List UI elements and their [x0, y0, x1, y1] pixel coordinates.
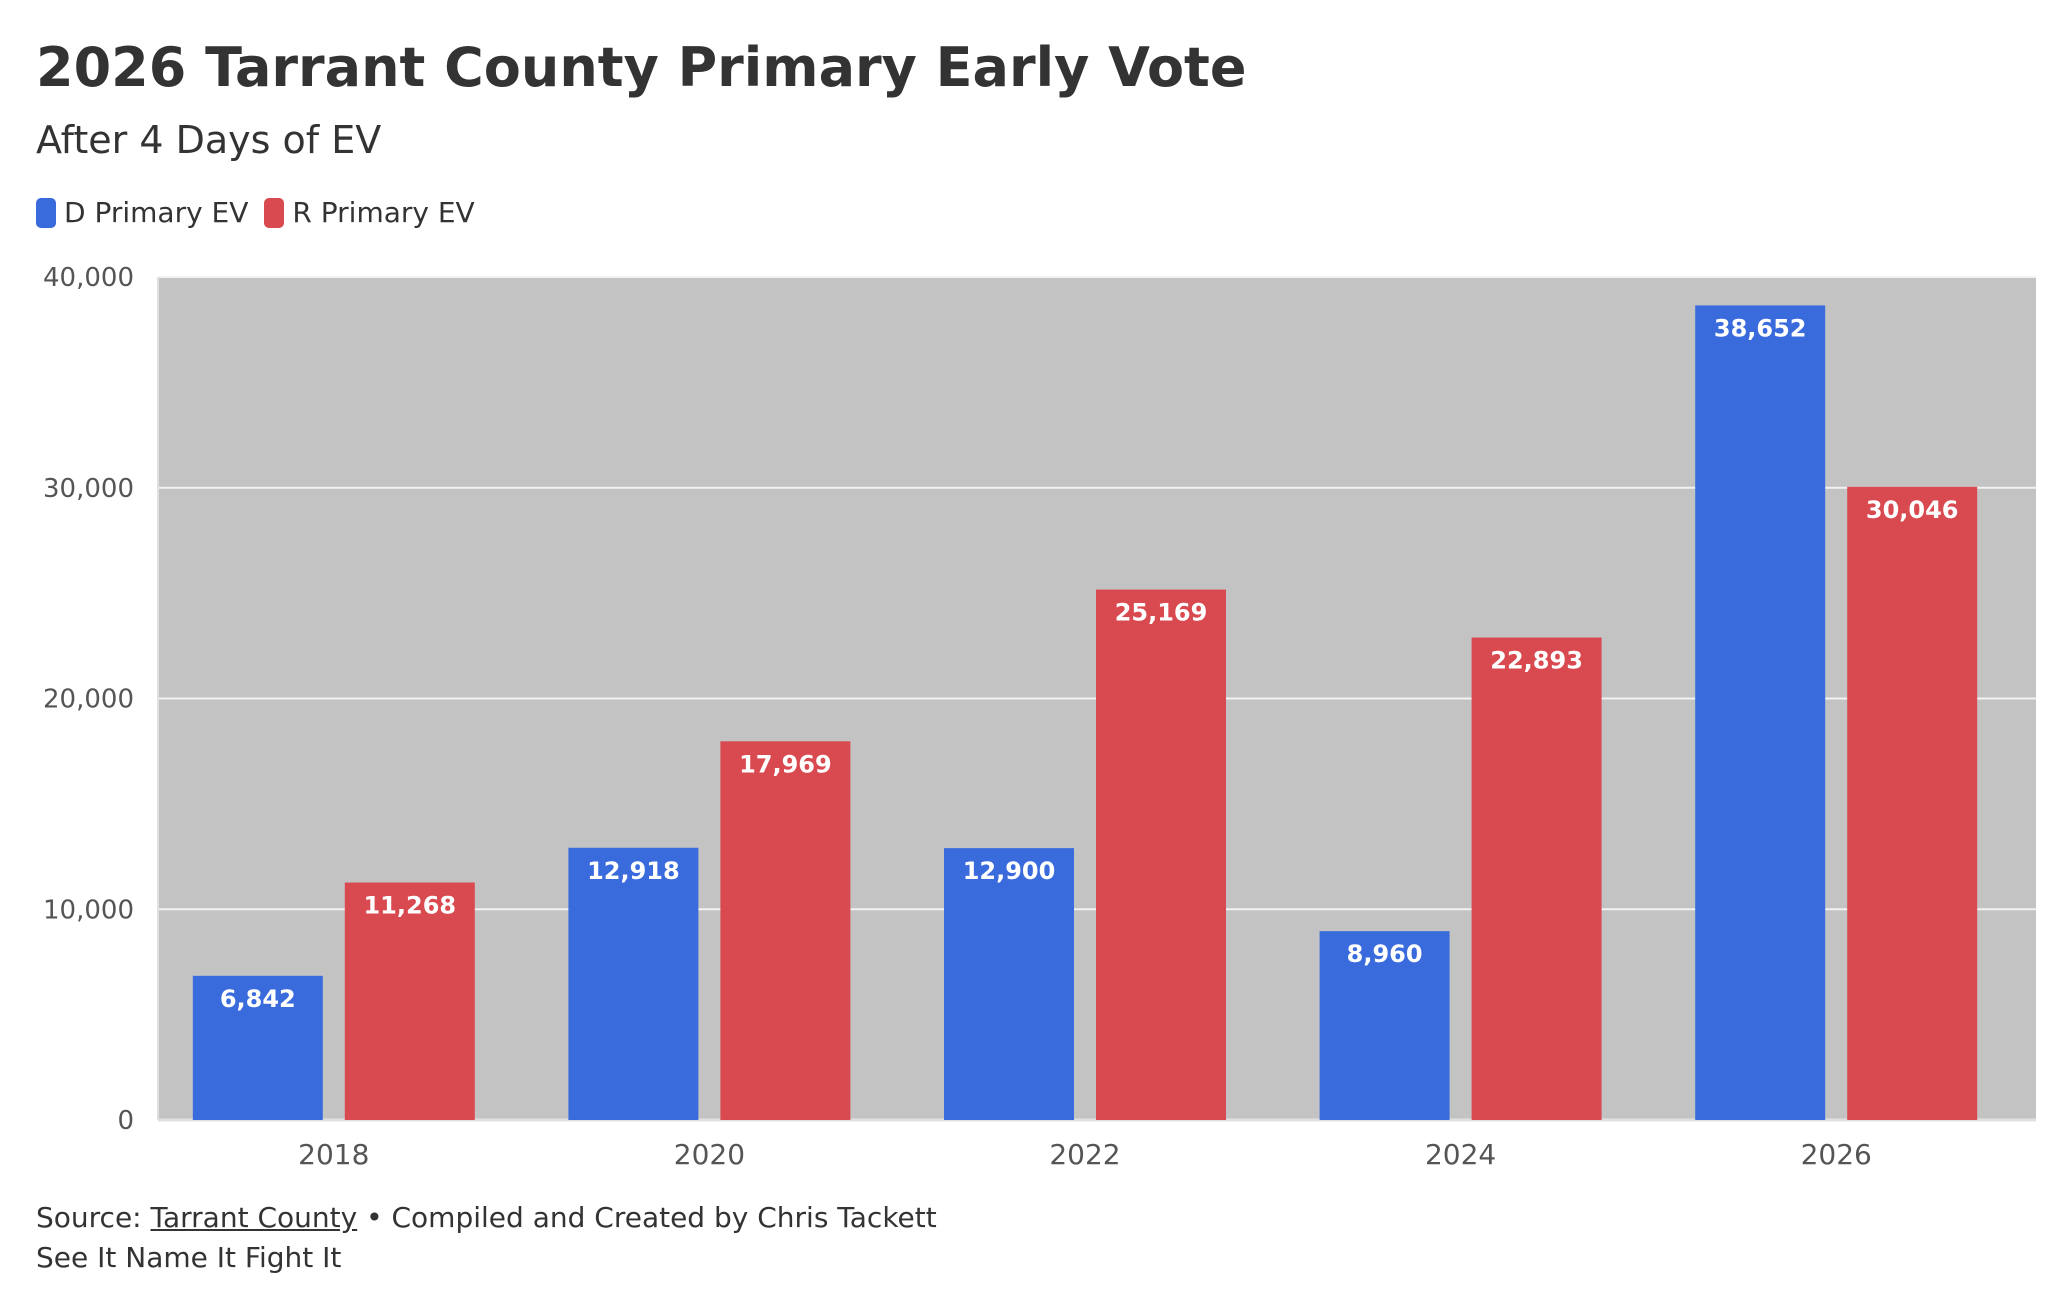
legend-label-r: R Primary EV — [292, 196, 475, 229]
legend-swatch-d — [36, 197, 56, 228]
legend-item-r[interactable]: R Primary EV — [264, 196, 475, 229]
bar-chart: 0 10,000 20,000 30,000 40,000 6,842 11,268 2018… — [43, 263, 2036, 1170]
data-label: 25,169 — [1115, 599, 1208, 627]
bar-d-2022 — [944, 848, 1074, 1120]
x-tick-label: 2026 — [1801, 1138, 1872, 1170]
credit-text: • Compiled and Created by Chris Tackett — [357, 1201, 937, 1234]
data-label: 11,268 — [363, 892, 456, 920]
tagline: See It Name It Fight It — [36, 1241, 342, 1274]
data-label: 30,046 — [1866, 496, 1959, 524]
x-tick-label: 2018 — [298, 1138, 369, 1170]
y-tick-label: 20,000 — [43, 685, 134, 715]
bar-d-2020 — [568, 847, 699, 1120]
chart-title: 2026 Tarrant County Primary Early Vote — [36, 36, 1247, 99]
bar-d-2024 — [1319, 931, 1450, 1120]
chart-subtitle: After 4 Days of EV — [36, 118, 382, 162]
source-link[interactable]: Tarrant County — [150, 1201, 358, 1234]
y-tick-label: 0 — [117, 1106, 134, 1136]
legend-item-d[interactable]: D Primary EV — [36, 196, 248, 229]
bar-r-2020 — [720, 741, 851, 1120]
data-label: 22,893 — [1490, 647, 1583, 675]
x-tick-label: 2022 — [1049, 1138, 1120, 1170]
data-label: 8,960 — [1347, 940, 1423, 968]
bar-r-2022 — [1096, 589, 1226, 1120]
y-tick-label: 40,000 — [43, 263, 134, 293]
legend: D Primary EV R Primary EV — [36, 196, 491, 229]
data-label: 6,842 — [220, 985, 296, 1013]
bar-r-2024 — [1471, 637, 1602, 1120]
x-tick-label: 2024 — [1425, 1138, 1496, 1170]
bar-r-2018 — [344, 882, 475, 1120]
legend-swatch-r — [264, 197, 285, 228]
x-tick-label: 2020 — [674, 1138, 745, 1170]
legend-label-d: D Primary EV — [64, 196, 249, 229]
y-tick-label: 10,000 — [43, 895, 134, 925]
footer: Source: Tarrant County • Compiled and Cr… — [36, 1198, 937, 1278]
bar-d-2026 — [1695, 305, 1826, 1121]
bar-r-2026 — [1847, 486, 1978, 1121]
bar-d-2018 — [192, 975, 323, 1120]
data-label: 17,969 — [739, 750, 832, 778]
source-line: Source: Tarrant County • Compiled and Cr… — [36, 1198, 937, 1238]
source-prefix: Source: — [36, 1201, 151, 1234]
data-label: 12,900 — [963, 857, 1056, 885]
y-tick-label: 30,000 — [43, 474, 134, 504]
data-label: 12,918 — [587, 857, 680, 885]
data-label: 38,652 — [1714, 314, 1807, 342]
